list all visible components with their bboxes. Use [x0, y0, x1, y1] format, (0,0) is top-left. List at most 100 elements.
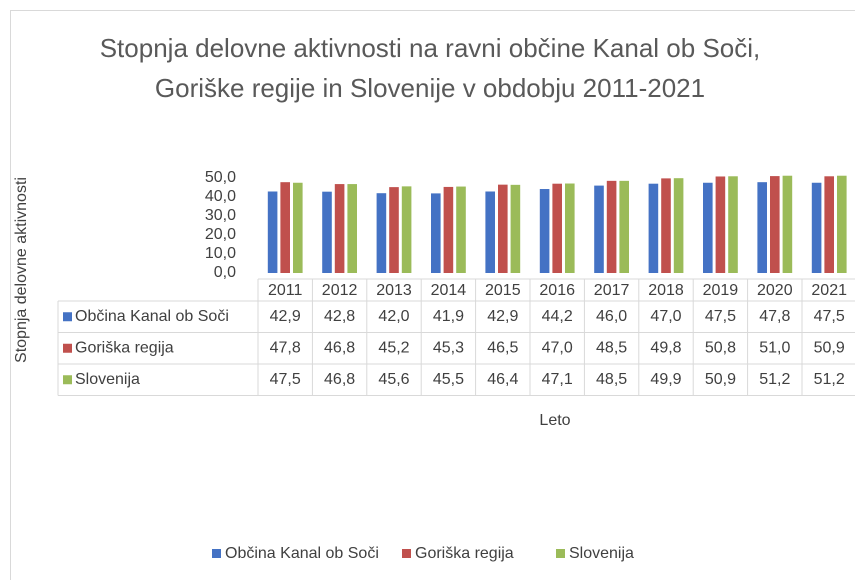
bar [485, 191, 495, 273]
x-tick-label: 2021 [811, 282, 847, 299]
legend-key [556, 549, 565, 558]
bar [510, 184, 521, 273]
table-row-label: Občina Kanal ob Soči [75, 308, 229, 325]
table-legend-key [63, 375, 72, 385]
table-cell: 46,8 [324, 339, 355, 356]
table-cell: 47,5 [705, 308, 736, 325]
table-cell: 41,9 [433, 308, 464, 325]
bar [389, 187, 399, 273]
x-tick-label: 2017 [594, 282, 630, 299]
bar [456, 186, 466, 273]
bar [648, 183, 659, 273]
bar [565, 183, 575, 273]
bar [334, 184, 345, 273]
chart-title: Stopnja delovne aktivnosti na ravni obči… [99, 33, 761, 103]
bar [280, 182, 290, 273]
table-cell: 48,5 [596, 371, 627, 388]
legend-label: Občina Kanal ob Soči [225, 545, 379, 562]
table-cell: 47,1 [542, 371, 573, 388]
table-cell: 46,5 [487, 339, 518, 356]
bar [322, 191, 332, 273]
bar [703, 182, 713, 273]
x-tick-label: 2015 [485, 282, 521, 299]
table-cell: 49,8 [650, 339, 681, 356]
legend-label: Goriška regija [415, 545, 514, 562]
bar [673, 178, 684, 273]
table-cell: 42,0 [378, 308, 409, 325]
x-tick-label: 2016 [539, 282, 575, 299]
table-cell: 47,5 [814, 308, 845, 325]
bar [267, 191, 278, 273]
bar [347, 184, 357, 273]
bar [443, 186, 454, 273]
table-cell: 45,6 [378, 371, 409, 388]
x-axis-title: Leto [539, 412, 570, 429]
table-cell: 45,2 [378, 339, 409, 356]
x-tick-label: 2019 [703, 282, 739, 299]
table-cell: 45,5 [433, 371, 464, 388]
y-tick-label: 20,0 [205, 226, 236, 243]
bar [782, 175, 793, 273]
bar [431, 193, 441, 273]
bar [811, 182, 822, 273]
x-tick-label: 2011 [268, 282, 303, 299]
x-tick-label: 2018 [648, 282, 684, 299]
bar [498, 184, 508, 273]
table-cell: 42,8 [324, 308, 355, 325]
table-legend-key [63, 312, 72, 322]
legend-key [212, 549, 221, 558]
bar [837, 175, 847, 273]
bar [552, 183, 562, 273]
table-cell: 51,2 [814, 371, 845, 388]
x-tick-label: 2014 [431, 282, 467, 299]
legend-label: Slovenija [569, 545, 634, 562]
chart-border [10, 10, 855, 580]
bar [824, 176, 834, 273]
y-axis-title: Stopnja delovne aktivnosti [13, 177, 30, 363]
bar [728, 176, 738, 273]
x-tick-label: 2013 [376, 282, 412, 299]
legend-key [402, 549, 411, 558]
table-cell: 48,5 [596, 339, 627, 356]
table-cell: 46,8 [324, 371, 355, 388]
x-tick-label: 2020 [757, 282, 793, 299]
table-cell: 50,9 [814, 339, 845, 356]
table-row-label: Slovenija [75, 371, 140, 388]
table-cell: 50,8 [705, 339, 736, 356]
table-legend-key [63, 343, 72, 353]
x-tick-label: 2012 [322, 282, 358, 299]
bar [606, 180, 617, 273]
bar [293, 182, 303, 273]
y-tick-label: 0,0 [214, 264, 236, 281]
table-cell: 47,0 [542, 339, 573, 356]
bar [376, 193, 387, 273]
table-cell: 47,5 [270, 371, 301, 388]
table-cell: 47,8 [759, 308, 790, 325]
bar [770, 176, 780, 273]
bar [757, 182, 767, 273]
table-cell: 47,8 [270, 339, 301, 356]
table-cell: 46,4 [487, 371, 518, 388]
table-cell: 51,2 [759, 371, 790, 388]
table-cell: 44,2 [542, 308, 573, 325]
y-tick-label: 50,0 [205, 169, 236, 186]
table-cell: 42,9 [487, 308, 518, 325]
bar [594, 185, 604, 273]
table-cell: 50,9 [705, 371, 736, 388]
table-cell: 49,9 [650, 371, 681, 388]
bar [401, 186, 412, 273]
table-cell: 45,3 [433, 339, 464, 356]
table-cell: 42,9 [270, 308, 301, 325]
bar [619, 180, 629, 273]
table-cell: 46,0 [596, 308, 627, 325]
y-tick-label: 10,0 [205, 245, 236, 262]
table-cell: 47,0 [650, 308, 681, 325]
table-row-label: Goriška regija [75, 339, 174, 356]
table-cell: 51,0 [759, 339, 790, 356]
bar [661, 178, 671, 273]
bar [539, 189, 550, 273]
y-tick-label: 30,0 [205, 207, 236, 224]
bar [715, 176, 726, 273]
